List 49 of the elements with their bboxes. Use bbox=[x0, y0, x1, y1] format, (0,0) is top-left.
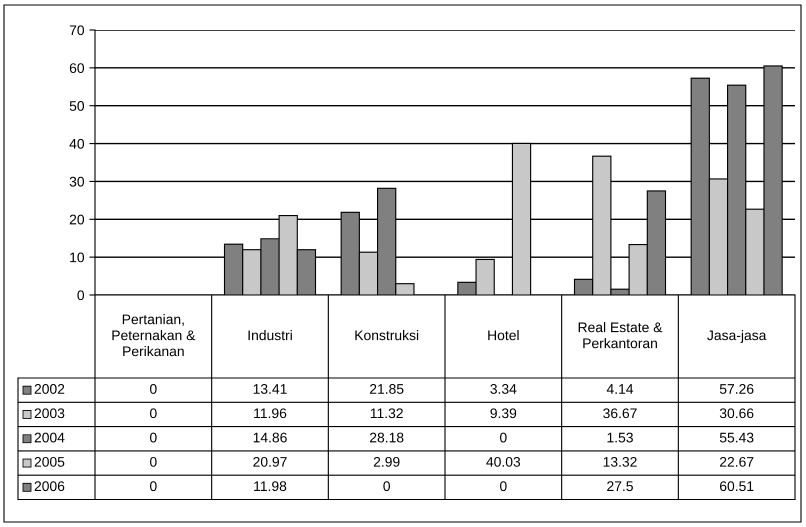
data-label: 3.34 bbox=[490, 384, 516, 394]
x-tick-label: Hotel bbox=[488, 330, 519, 340]
data-label: 27.5 bbox=[607, 481, 633, 492]
y-tick-label: 30 bbox=[70, 176, 84, 187]
x-tick-label: Industri bbox=[248, 330, 292, 340]
data-label: 30.66 bbox=[720, 408, 754, 418]
data-label: 20.97 bbox=[253, 456, 287, 467]
data-label: 0 bbox=[150, 456, 157, 467]
data-label: 36.67 bbox=[603, 408, 637, 418]
data-label: 9.39 bbox=[490, 408, 516, 418]
data-label: 11.32 bbox=[370, 408, 403, 418]
legend-label: 2004 bbox=[34, 432, 64, 442]
data-label: 0 bbox=[500, 432, 507, 442]
legend-label: 2006 bbox=[34, 481, 64, 492]
data-label: 0 bbox=[150, 481, 157, 492]
y-tick-label: 20 bbox=[70, 214, 84, 224]
y-tick-label: 0 bbox=[77, 290, 84, 300]
y-tick-label: 60 bbox=[70, 63, 84, 74]
data-label: 0 bbox=[500, 481, 507, 492]
data-label: 11.96 bbox=[254, 408, 286, 418]
legend-label: 2002 bbox=[34, 384, 64, 394]
x-tick-label: Real Estate & Perkantoran bbox=[578, 322, 662, 348]
x-tick-label: Jasa-jasa bbox=[707, 330, 766, 343]
data-label: 4.14 bbox=[606, 384, 634, 394]
x-tick-label: Pertanian, Peternakan & Perikanan bbox=[112, 314, 196, 356]
legend-label: 2005 bbox=[34, 456, 64, 467]
data-label: 60.51 bbox=[720, 481, 754, 492]
data-label: 57.26 bbox=[720, 384, 754, 394]
y-tick-label: 10 bbox=[70, 252, 84, 262]
data-label: 11.98 bbox=[254, 481, 286, 492]
data-label: 55.43 bbox=[720, 432, 754, 442]
data-label: 0 bbox=[150, 384, 157, 394]
x-tick-label: Konstruksi bbox=[355, 330, 418, 340]
data-label: 0 bbox=[383, 481, 390, 492]
legend-label: 2003 bbox=[34, 408, 64, 418]
data-label: 22.67 bbox=[720, 456, 754, 467]
y-tick-label: 70 bbox=[70, 25, 84, 36]
data-label: 0 bbox=[150, 408, 157, 418]
data-label: 13.41 bbox=[254, 384, 287, 394]
data-label: 28.18 bbox=[370, 432, 404, 442]
data-label: 14.86 bbox=[254, 432, 287, 442]
data-label: 13.32 bbox=[604, 456, 637, 467]
data-label: 21.85 bbox=[370, 384, 404, 394]
y-tick-label: 50 bbox=[70, 101, 84, 111]
y-tick-label: 40 bbox=[69, 138, 84, 149]
data-label: 2.99 bbox=[374, 456, 400, 467]
data-label: 0 bbox=[150, 432, 157, 442]
data-label: 40.03 bbox=[486, 456, 520, 467]
data-label: 1.53 bbox=[608, 432, 633, 442]
